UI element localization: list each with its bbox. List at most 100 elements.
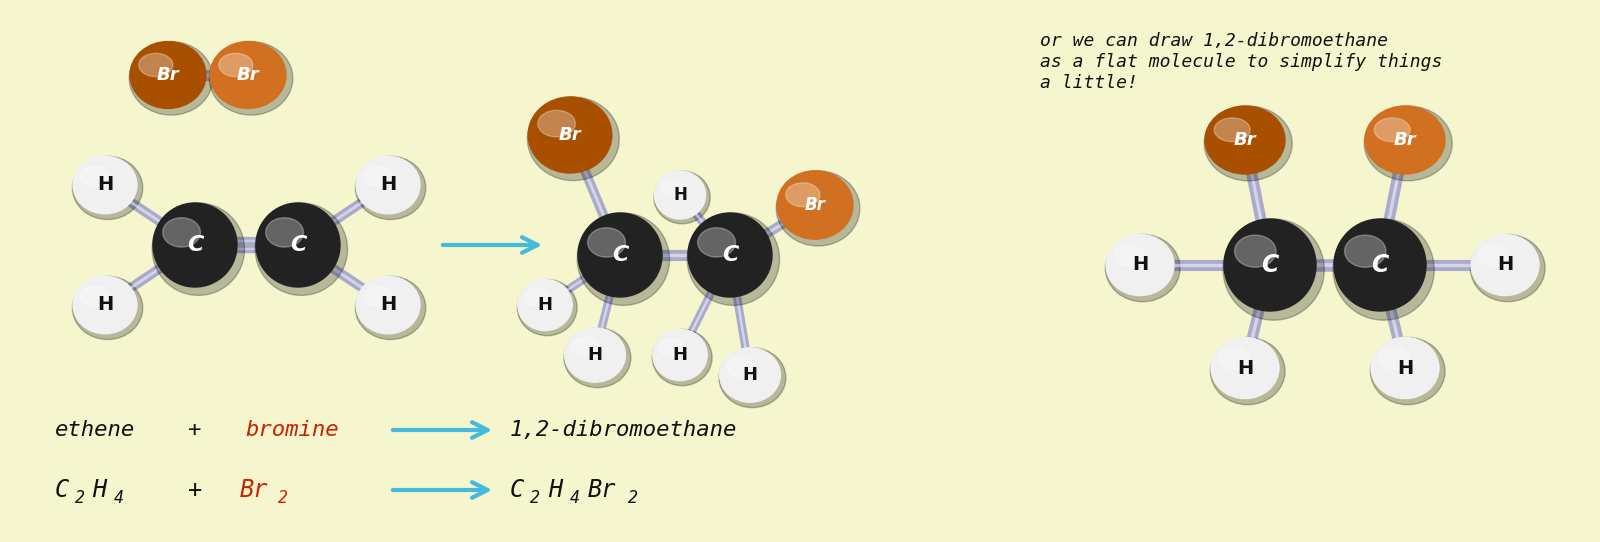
Ellipse shape [563,328,630,388]
Text: Br: Br [1394,131,1416,149]
Ellipse shape [72,276,142,339]
Ellipse shape [517,279,578,335]
Text: H: H [1498,255,1514,274]
Text: bromine: bromine [245,420,339,440]
Text: 4: 4 [114,489,125,507]
Ellipse shape [1478,245,1509,267]
Ellipse shape [1374,118,1410,141]
Ellipse shape [80,286,109,306]
Ellipse shape [1211,338,1278,398]
Ellipse shape [363,286,392,306]
Text: C: C [611,245,629,265]
Ellipse shape [130,42,206,108]
Ellipse shape [130,42,213,115]
Ellipse shape [256,203,339,287]
Ellipse shape [355,276,419,334]
Ellipse shape [688,213,771,297]
Ellipse shape [653,330,707,380]
Text: Br: Br [589,478,616,502]
Ellipse shape [1470,234,1546,302]
Ellipse shape [1235,235,1275,267]
Ellipse shape [1371,338,1438,398]
Text: Br: Br [805,196,826,214]
Text: Br: Br [1234,131,1256,149]
Ellipse shape [154,203,237,287]
Ellipse shape [698,228,736,257]
Ellipse shape [1365,106,1445,174]
Text: H: H [547,478,562,502]
Ellipse shape [355,156,426,220]
Ellipse shape [571,337,598,356]
Text: H: H [674,186,686,204]
Text: C: C [290,235,306,255]
Ellipse shape [1214,118,1250,141]
Text: H: H [98,295,114,314]
Ellipse shape [776,171,859,246]
Text: H: H [742,366,757,384]
Text: C: C [187,235,203,255]
Text: Br: Br [558,126,581,144]
Ellipse shape [139,53,173,76]
Text: H: H [672,346,688,364]
Ellipse shape [210,42,293,115]
Ellipse shape [1224,219,1315,311]
Text: H: H [1131,255,1149,274]
Ellipse shape [1222,219,1325,320]
Text: 2: 2 [75,489,85,507]
Text: C: C [54,478,69,502]
Text: H: H [93,478,106,502]
Ellipse shape [653,330,712,386]
Ellipse shape [72,156,142,220]
Text: 2: 2 [627,489,638,507]
Ellipse shape [654,171,710,224]
Ellipse shape [659,338,683,356]
Text: 2: 2 [530,489,541,507]
Text: +: + [189,420,202,440]
Text: H: H [1397,358,1413,377]
Ellipse shape [219,53,253,76]
Ellipse shape [74,156,138,214]
Ellipse shape [525,288,549,306]
Ellipse shape [587,228,626,257]
Text: C: C [1371,253,1389,277]
Ellipse shape [538,111,576,137]
Text: 2: 2 [278,489,288,507]
Ellipse shape [355,156,419,214]
Text: H: H [379,295,397,314]
Ellipse shape [726,357,754,376]
Ellipse shape [355,276,426,339]
Ellipse shape [1370,338,1445,405]
Text: or we can draw 1,2-dibromoethane
as a flat molecule to simplify things
a little!: or we can draw 1,2-dibromoethane as a fl… [1040,32,1442,92]
Text: Br: Br [237,66,259,84]
Text: ethene: ethene [54,420,136,440]
Ellipse shape [778,171,853,239]
Ellipse shape [1205,106,1285,174]
Text: H: H [1237,358,1253,377]
Ellipse shape [1379,348,1410,370]
Ellipse shape [1114,245,1144,267]
Text: Br: Br [240,478,269,502]
Ellipse shape [578,213,669,305]
Ellipse shape [80,166,109,186]
Ellipse shape [1106,234,1174,295]
Text: H: H [379,176,397,195]
Ellipse shape [210,42,286,108]
Text: H: H [98,176,114,195]
Ellipse shape [1210,338,1285,405]
Ellipse shape [363,166,392,186]
Ellipse shape [254,203,347,295]
Text: Br: Br [157,66,179,84]
Ellipse shape [718,348,786,408]
Text: +: + [187,478,202,502]
Ellipse shape [528,97,619,180]
Text: H: H [587,346,603,364]
Ellipse shape [720,348,781,402]
Ellipse shape [1205,106,1293,181]
Text: 1,2-dibromoethane: 1,2-dibromoethane [510,420,738,440]
Ellipse shape [266,218,304,247]
Text: 4: 4 [570,489,579,507]
Ellipse shape [1106,234,1181,302]
Ellipse shape [654,171,706,219]
Ellipse shape [786,183,819,207]
Ellipse shape [565,328,626,382]
